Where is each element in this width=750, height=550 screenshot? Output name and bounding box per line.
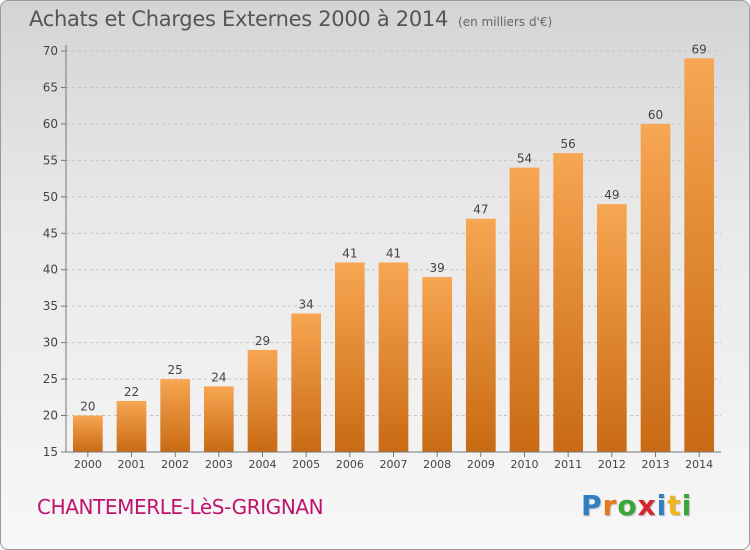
data-label: 60 bbox=[648, 108, 663, 122]
commune-name: CHANTEMERLE-LèS-GRIGNAN bbox=[37, 495, 324, 519]
x-tick-label: 2002 bbox=[161, 458, 189, 471]
data-label: 56 bbox=[561, 137, 576, 151]
x-tick-label: 2006 bbox=[336, 458, 364, 471]
bar-2001 bbox=[116, 400, 147, 452]
data-label: 34 bbox=[299, 297, 314, 311]
data-label: 29 bbox=[255, 334, 270, 348]
x-tick-label: 2003 bbox=[205, 458, 233, 471]
axes: 15 20 25 30 35 40 45 50 55 60 65 70 2000 2001 2002 2003… bbox=[43, 44, 721, 471]
data-label: 54 bbox=[517, 152, 532, 166]
bar-2002 bbox=[160, 379, 191, 452]
bar-2006 bbox=[334, 262, 365, 452]
y-tick-label: 20 bbox=[43, 409, 58, 423]
y-tick-label: 40 bbox=[43, 263, 58, 277]
logo-letter: t bbox=[667, 489, 682, 522]
x-tick-label: 2007 bbox=[380, 458, 408, 471]
data-label: 41 bbox=[342, 246, 357, 260]
bar-2004 bbox=[247, 349, 278, 452]
logo-letter: P bbox=[581, 489, 603, 522]
data-label: 24 bbox=[211, 370, 226, 384]
data-label: 39 bbox=[430, 261, 445, 275]
y-tick-label: 45 bbox=[43, 226, 58, 240]
x-tick-label: 2001 bbox=[118, 458, 146, 471]
x-tick-label: 2008 bbox=[423, 458, 451, 471]
bars bbox=[72, 58, 715, 453]
data-label: 47 bbox=[473, 203, 488, 217]
x-tick-label: 2000 bbox=[74, 458, 102, 471]
bar-2014 bbox=[684, 58, 715, 453]
x-tick-label: 2004 bbox=[249, 458, 277, 471]
y-tick-label: 60 bbox=[43, 117, 58, 131]
data-label: 25 bbox=[168, 363, 183, 377]
logo-letter: i bbox=[681, 489, 693, 522]
data-label: 69 bbox=[692, 42, 707, 56]
y-tick-label: 35 bbox=[43, 299, 58, 313]
y-tick-label: 30 bbox=[43, 336, 58, 350]
bar-2000 bbox=[72, 415, 103, 452]
x-tick-label: 2010 bbox=[511, 458, 539, 471]
chart-subtitle: (en milliers d'€) bbox=[458, 15, 553, 29]
y-tick-label: 25 bbox=[43, 372, 58, 386]
y-tick-label: 15 bbox=[43, 445, 58, 459]
data-label: 41 bbox=[386, 246, 401, 260]
y-tick-label: 55 bbox=[43, 153, 58, 167]
x-tick-label: 2011 bbox=[554, 458, 582, 471]
bar-2008 bbox=[422, 277, 453, 452]
data-label: 20 bbox=[80, 400, 95, 414]
chart-title: Achats et Charges Externes 2000 à 2014 (e… bbox=[29, 7, 552, 31]
x-tick-label: 2014 bbox=[685, 458, 713, 471]
x-tick-label: 2009 bbox=[467, 458, 495, 471]
bar-2012 bbox=[596, 204, 627, 452]
data-label: 49 bbox=[604, 188, 619, 202]
logo-letter: o bbox=[617, 489, 638, 522]
y-tick-label: 70 bbox=[43, 44, 58, 58]
bar-2005 bbox=[291, 313, 322, 452]
y-tick-label: 65 bbox=[43, 80, 58, 94]
logo-letter: i bbox=[656, 489, 668, 522]
bar-2013 bbox=[640, 123, 671, 452]
logo-letter: x bbox=[637, 489, 657, 522]
bar-2011 bbox=[553, 153, 584, 452]
x-tick-label: 2005 bbox=[292, 458, 320, 471]
bar-2010 bbox=[509, 167, 540, 452]
bar-2003 bbox=[203, 386, 234, 452]
bar-2007 bbox=[378, 262, 409, 452]
data-labels: 20 22 25 24 29 34 41 41 39 47 54 56 49 60 69 bbox=[80, 42, 707, 413]
bar-2009 bbox=[465, 218, 496, 452]
logo-letter: r bbox=[602, 489, 618, 522]
x-tick-label: 2012 bbox=[598, 458, 626, 471]
data-label: 22 bbox=[124, 385, 139, 399]
proxiti-logo: Proxiti bbox=[581, 489, 692, 522]
y-tick-label: 50 bbox=[43, 190, 58, 204]
chart-title-text: Achats et Charges Externes 2000 à 2014 bbox=[29, 7, 449, 31]
x-tick-label: 2013 bbox=[642, 458, 670, 471]
